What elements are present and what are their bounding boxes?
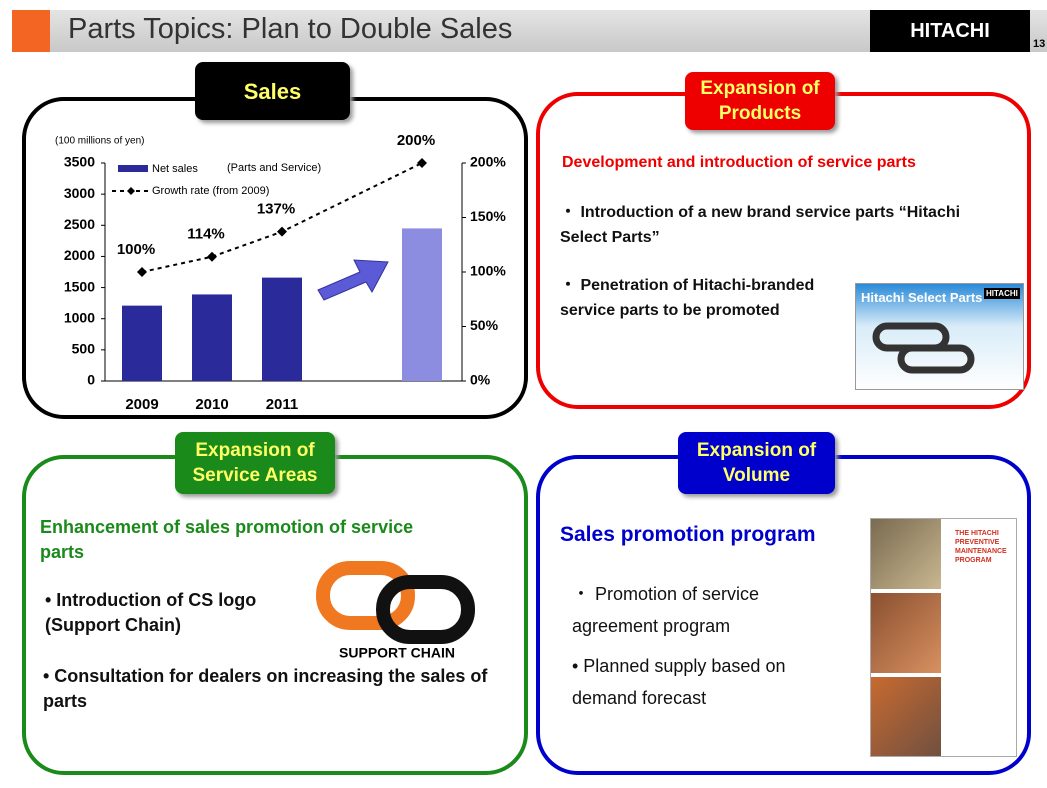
volume-heading: Sales promotion program — [560, 522, 816, 547]
y2-tick-label: 200% — [470, 154, 506, 170]
point — [207, 252, 217, 262]
slide: Parts Topics: Plan to Double Sales HITAC… — [0, 0, 1047, 788]
point — [277, 227, 287, 237]
bar — [402, 228, 442, 381]
chain-graphic — [856, 314, 1023, 389]
photo — [871, 519, 941, 589]
point — [417, 158, 427, 168]
bullet: • Planned supply based on demand forecas… — [572, 650, 842, 714]
page-number: 13 — [1033, 38, 1045, 50]
logo-text: SUPPORT CHAIN — [339, 645, 455, 660]
label-text: Expansion of — [175, 438, 335, 463]
bullet: ・ Promotion of service agreement program — [572, 578, 822, 642]
logo: HITACHI — [870, 10, 1030, 52]
data-label: 114% — [187, 226, 225, 243]
y-tick-label: 1000 — [64, 309, 95, 325]
data-label: 137% — [257, 201, 295, 218]
sales-label: Sales — [195, 62, 350, 120]
point — [137, 267, 147, 277]
y-tick-label: 0 — [87, 372, 95, 388]
legend-marker — [127, 187, 135, 195]
data-label: 100% — [117, 241, 155, 258]
image-title: Hitachi Select Parts — [861, 290, 982, 305]
brochure-image: THE HITACHI PREVENTIVE MAINTENANCE PROGR… — [870, 518, 1017, 757]
y-tick-label: 500 — [72, 341, 96, 357]
y2-tick-label: 50% — [470, 317, 499, 333]
label-text: Volume — [678, 463, 835, 488]
product-image: Hitachi Select Parts HITACHI — [855, 283, 1024, 390]
service-heading: Enhancement of sales promotion of servic… — [40, 515, 460, 565]
bullet: ・ Penetration of Hitachi-branded service… — [560, 273, 850, 323]
photo — [871, 593, 941, 673]
data-label: 200% — [397, 132, 435, 149]
legend-label: Growth rate (from 2009) — [152, 185, 269, 197]
arrow — [318, 260, 388, 300]
photo — [871, 677, 941, 756]
image-logo: HITACHI — [984, 288, 1020, 299]
y-tick-label: 3500 — [64, 154, 95, 170]
y-tick-label: 3000 — [64, 185, 95, 201]
y-tick-label: 2000 — [64, 247, 95, 263]
x-tick-label: 2011 — [266, 396, 299, 413]
bullet: • Consultation for dealers on increasing… — [43, 664, 513, 714]
y2-tick-label: 150% — [470, 208, 506, 224]
products-heading: Development and introduction of service … — [562, 150, 1002, 175]
legend-label: Net sales — [152, 163, 198, 175]
legend-swatch — [118, 165, 148, 172]
label-text: Service Areas — [175, 463, 335, 488]
y-tick-label: 1500 — [64, 278, 95, 294]
label-text: Products — [685, 101, 835, 126]
bullet: ・ Introduction of a new brand service pa… — [560, 200, 980, 250]
bullet: • Introduction of CS logo (Support Chain… — [45, 588, 285, 638]
x-tick-label: 2010 — [195, 396, 228, 413]
x-tick-label: 2009 — [125, 396, 158, 413]
brochure-title: THE HITACHI PREVENTIVE MAINTENANCE PROGR… — [955, 529, 1010, 565]
label-text: Sales — [195, 79, 350, 104]
bar — [122, 306, 162, 381]
bar — [192, 294, 232, 381]
label-text: Expansion of — [678, 438, 835, 463]
label-text: Expansion of — [685, 76, 835, 101]
support-chain-logo: SUPPORT CHAIN — [315, 560, 480, 660]
y2-tick-label: 100% — [470, 263, 506, 279]
y-axis-label: (100 millions of yen) — [55, 136, 144, 147]
y2-tick-label: 0% — [470, 372, 491, 388]
bar — [262, 278, 302, 381]
annotation: (Parts and Service) — [227, 162, 321, 174]
y-tick-label: 2500 — [64, 216, 95, 232]
